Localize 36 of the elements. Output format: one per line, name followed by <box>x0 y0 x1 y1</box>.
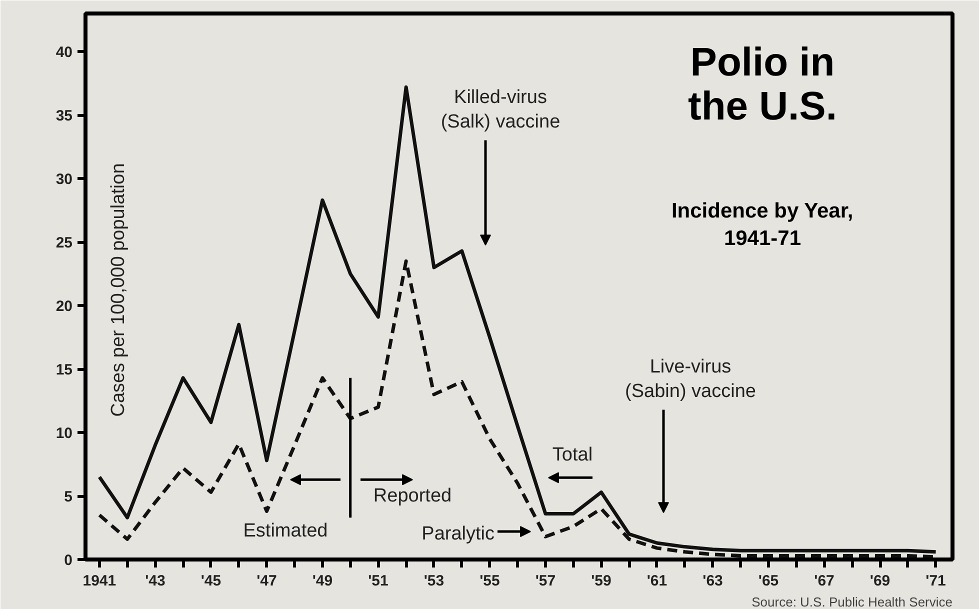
x-tick-label: '43 <box>145 572 166 590</box>
y-tick-label: 10 <box>56 425 73 442</box>
text: Polio in the U.S. <box>688 40 837 128</box>
source-note: Source: U.S. Public Health Service <box>752 594 953 609</box>
x-tick-label: '69 <box>870 572 890 590</box>
y-tick-label: 30 <box>56 171 73 188</box>
x-tick-label: '47 <box>256 572 277 590</box>
x-tick-label: '53 <box>424 572 444 590</box>
x-tick-label: '49 <box>312 572 333 590</box>
y-tick-label: 15 <box>56 362 73 379</box>
y-tick-label: 20 <box>56 298 73 316</box>
y-tick-label: 35 <box>56 108 73 125</box>
x-tick-label: '71 <box>926 572 946 590</box>
x-tick-label: '51 <box>368 572 388 590</box>
y-axis-title: Cases per 100,000 population <box>108 163 129 417</box>
annotation: Total <box>552 444 593 466</box>
x-tick-label: '67 <box>814 572 834 590</box>
y-tick-label: 5 <box>64 488 72 506</box>
line-series <box>98 85 938 554</box>
annotation: Reported <box>373 486 452 507</box>
y-tick-label: 25 <box>56 234 73 252</box>
x-tick-label: '61 <box>646 572 668 590</box>
text: Incidence by Year, 1941-71 <box>671 199 854 250</box>
annotation: Killed-virus (Salk) vaccine <box>440 87 560 132</box>
x-tick-label: '55 <box>480 572 500 590</box>
x-tick-label: '45 <box>200 572 222 590</box>
x-tick-label: '65 <box>758 572 779 590</box>
y-tick-label: 0 <box>64 552 72 569</box>
annotation: Paralytic <box>422 524 495 545</box>
x-tick-label: '59 <box>591 572 612 590</box>
annotation: Live-virus (Sabin) vaccine <box>625 356 756 402</box>
annotation: Estimated <box>243 520 328 542</box>
x-tick-label: 1941 <box>82 572 116 590</box>
y-tick-label: 40 <box>56 44 73 62</box>
x-tick-label: '63 <box>702 572 723 590</box>
x-tick-label: '57 <box>535 572 556 590</box>
